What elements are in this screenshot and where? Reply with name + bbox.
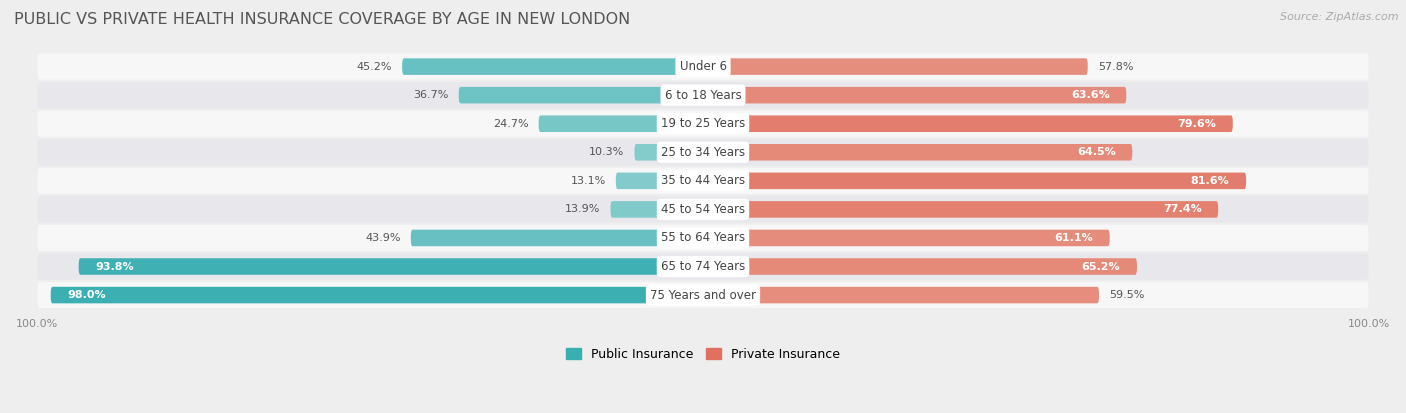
Text: 45 to 54 Years: 45 to 54 Years — [661, 203, 745, 216]
FancyBboxPatch shape — [634, 144, 703, 161]
FancyBboxPatch shape — [703, 87, 1126, 103]
Text: 25 to 34 Years: 25 to 34 Years — [661, 146, 745, 159]
Text: 77.4%: 77.4% — [1163, 204, 1202, 214]
Text: 6 to 18 Years: 6 to 18 Years — [665, 89, 741, 102]
FancyBboxPatch shape — [402, 58, 703, 75]
Text: 64.5%: 64.5% — [1077, 147, 1116, 157]
FancyBboxPatch shape — [38, 139, 1368, 166]
FancyBboxPatch shape — [703, 201, 1218, 218]
Text: Under 6: Under 6 — [679, 60, 727, 73]
FancyBboxPatch shape — [610, 201, 703, 218]
Text: 43.9%: 43.9% — [366, 233, 401, 243]
Text: 36.7%: 36.7% — [413, 90, 449, 100]
Text: 81.6%: 81.6% — [1191, 176, 1229, 186]
FancyBboxPatch shape — [458, 87, 703, 103]
Text: 57.8%: 57.8% — [1098, 62, 1133, 71]
Text: PUBLIC VS PRIVATE HEALTH INSURANCE COVERAGE BY AGE IN NEW LONDON: PUBLIC VS PRIVATE HEALTH INSURANCE COVER… — [14, 12, 630, 27]
FancyBboxPatch shape — [38, 82, 1368, 108]
Text: 13.9%: 13.9% — [565, 204, 600, 214]
Text: 45.2%: 45.2% — [357, 62, 392, 71]
FancyBboxPatch shape — [38, 282, 1368, 308]
Text: 75 Years and over: 75 Years and over — [650, 289, 756, 301]
FancyBboxPatch shape — [38, 168, 1368, 194]
FancyBboxPatch shape — [703, 173, 1246, 189]
Text: 13.1%: 13.1% — [571, 176, 606, 186]
FancyBboxPatch shape — [703, 116, 1233, 132]
FancyBboxPatch shape — [79, 258, 703, 275]
FancyBboxPatch shape — [38, 111, 1368, 137]
FancyBboxPatch shape — [538, 116, 703, 132]
Text: 98.0%: 98.0% — [67, 290, 105, 300]
Text: 19 to 25 Years: 19 to 25 Years — [661, 117, 745, 130]
FancyBboxPatch shape — [703, 258, 1137, 275]
FancyBboxPatch shape — [38, 225, 1368, 251]
Text: 35 to 44 Years: 35 to 44 Years — [661, 174, 745, 188]
FancyBboxPatch shape — [411, 230, 703, 246]
Text: 93.8%: 93.8% — [96, 261, 134, 271]
Text: Source: ZipAtlas.com: Source: ZipAtlas.com — [1281, 12, 1399, 22]
Text: 61.1%: 61.1% — [1054, 233, 1092, 243]
Text: 59.5%: 59.5% — [1109, 290, 1144, 300]
Legend: Public Insurance, Private Insurance: Public Insurance, Private Insurance — [561, 343, 845, 366]
FancyBboxPatch shape — [38, 53, 1368, 80]
FancyBboxPatch shape — [703, 144, 1132, 161]
FancyBboxPatch shape — [703, 287, 1099, 304]
FancyBboxPatch shape — [38, 254, 1368, 280]
Text: 65 to 74 Years: 65 to 74 Years — [661, 260, 745, 273]
Text: 24.7%: 24.7% — [494, 119, 529, 129]
Text: 79.6%: 79.6% — [1177, 119, 1216, 129]
FancyBboxPatch shape — [51, 287, 703, 304]
Text: 55 to 64 Years: 55 to 64 Years — [661, 231, 745, 244]
Text: 63.6%: 63.6% — [1071, 90, 1109, 100]
FancyBboxPatch shape — [38, 196, 1368, 223]
FancyBboxPatch shape — [703, 58, 1088, 75]
Text: 10.3%: 10.3% — [589, 147, 624, 157]
Text: 65.2%: 65.2% — [1081, 261, 1121, 271]
FancyBboxPatch shape — [703, 230, 1109, 246]
FancyBboxPatch shape — [616, 173, 703, 189]
